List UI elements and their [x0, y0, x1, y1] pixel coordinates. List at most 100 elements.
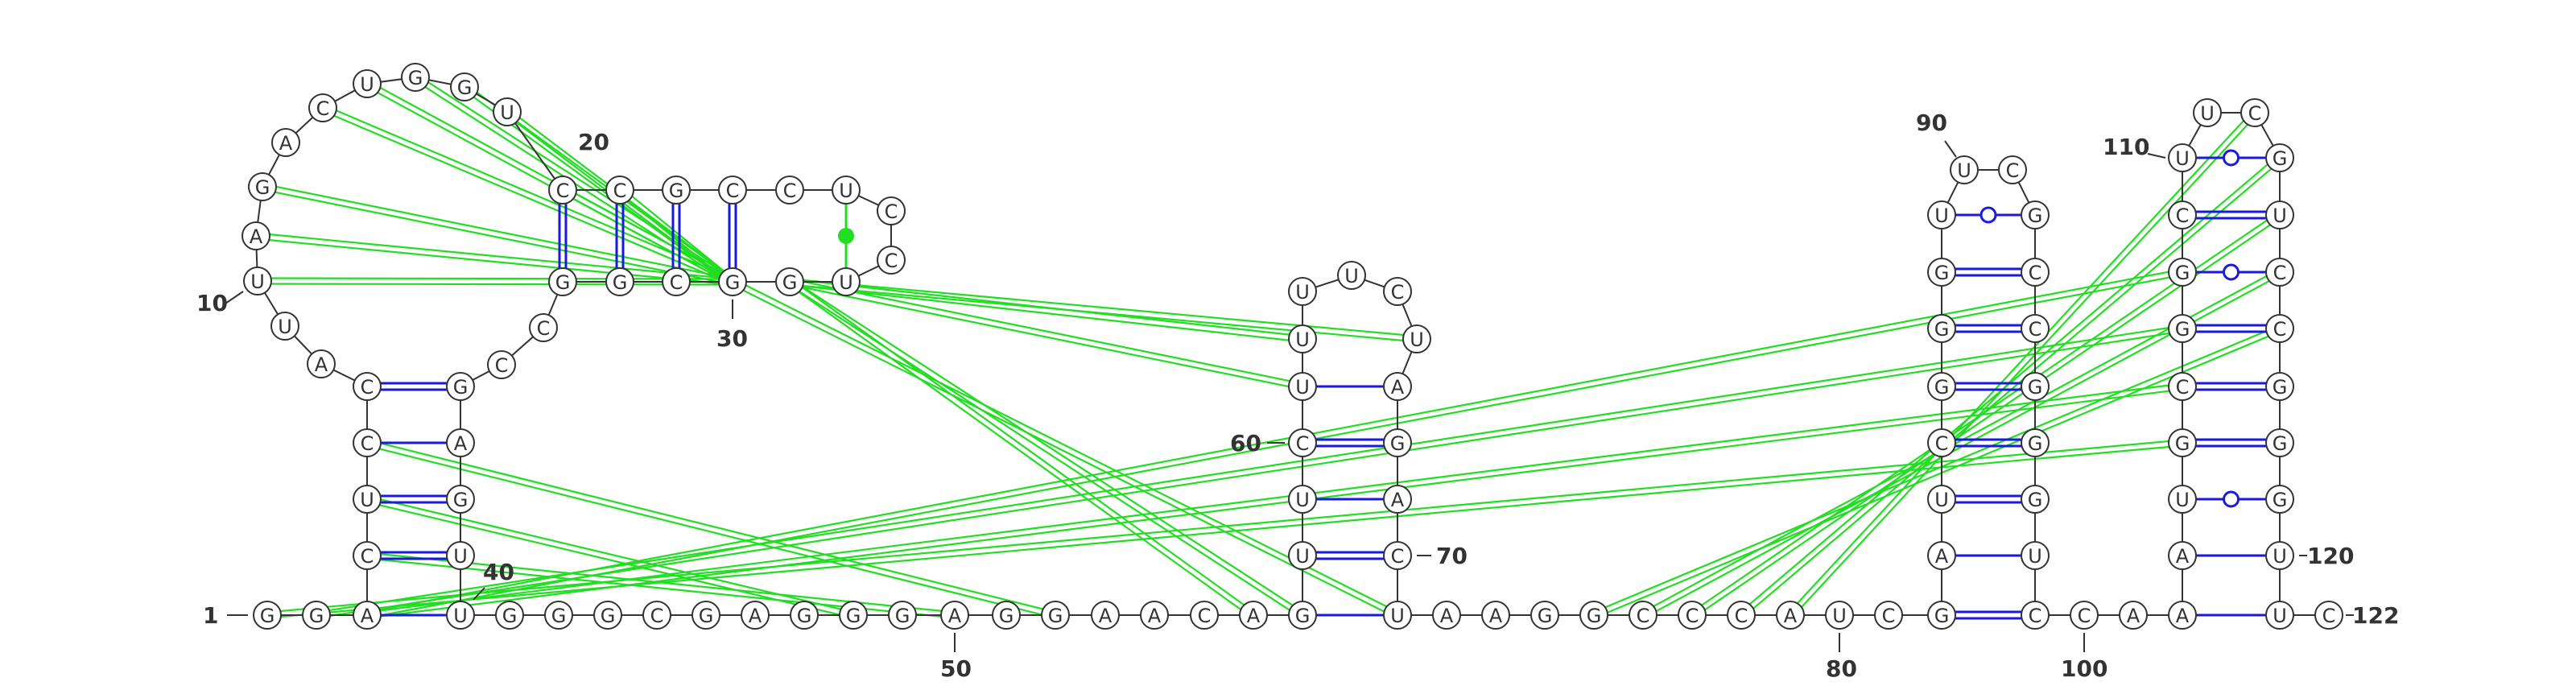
nucleotide-circle — [2168, 428, 2197, 457]
nucleotide-circle — [544, 601, 573, 630]
nucleotide-58: U — [1288, 541, 1317, 570]
nucleotide-76: C — [1629, 601, 1657, 630]
nucleotide-letter: A — [1148, 605, 1162, 627]
nucleotide-letter: C — [361, 432, 374, 455]
nucleotide-122: C — [2314, 601, 2343, 630]
nucleotide-19: C — [548, 176, 577, 205]
tertiary-interaction-line — [1594, 330, 2281, 619]
nucleotide-120: U — [2265, 541, 2294, 570]
nucleotide-letter: U — [1390, 605, 1405, 627]
nucleotide-circle — [2265, 541, 2294, 570]
nucleotide-68: G — [1383, 428, 1412, 457]
nucleotide-77: C — [1678, 601, 1707, 630]
nucleotide-circle — [302, 601, 331, 630]
nucleotide-29: G — [718, 267, 747, 296]
nucleotide-circle — [2265, 314, 2294, 343]
nucleotide-letter: A — [1440, 605, 1454, 627]
nucleotide-letter: U — [2175, 147, 2190, 170]
nucleotide-circle — [1998, 155, 2027, 184]
nucleotide-letter: A — [1489, 605, 1503, 627]
nucleotide-letter: A — [749, 605, 762, 627]
nucleotide-letter: G — [408, 67, 423, 89]
tertiary-interaction-line — [1592, 324, 2280, 614]
nucleotide-letter: C — [2029, 262, 2042, 284]
nucleotide-20: C — [605, 176, 634, 205]
nucleotide-circle — [2265, 428, 2294, 457]
nucleotide-letter: G — [2175, 432, 2190, 455]
tertiary-interaction-line — [366, 382, 2182, 614]
position-tick — [473, 587, 485, 601]
nucleotide-circle — [548, 176, 577, 205]
nucleotide-letter: C — [2273, 318, 2287, 341]
nucleotide-69: A — [1383, 485, 1412, 514]
nucleotide-circle — [605, 176, 634, 205]
nucleotide-letter: G — [895, 605, 910, 627]
nucleotide-circle — [353, 428, 382, 457]
nucleotide-circle — [1776, 601, 1805, 630]
position-label-90: 90 — [1916, 109, 1947, 136]
nucleotide-8: A — [307, 349, 336, 378]
nucleotide-circle — [1950, 155, 1979, 184]
nucleotide-89: U — [1927, 200, 1956, 229]
nucleotide-circle — [2265, 200, 2294, 229]
tertiary-interaction-line — [255, 238, 733, 286]
nucleotide-letter: C — [556, 180, 570, 202]
nucleotide-circle — [839, 601, 868, 630]
nucleotide-circle — [1383, 541, 1412, 570]
nucleotide-38: G — [446, 485, 475, 514]
nucleotide-74: G — [1530, 601, 1559, 630]
nucleotide-circle — [1383, 428, 1412, 457]
nucleotide-118: G — [2265, 428, 2294, 457]
nucleotide-letter: U — [1295, 281, 1310, 304]
nucleotide-18: U — [493, 97, 522, 126]
nucleotide-circle — [1288, 428, 1317, 457]
nucleotide-circle — [1927, 601, 1956, 630]
nucleotide-circle — [253, 601, 282, 630]
nucleotide-circle — [1288, 277, 1317, 306]
nucleotide-41: G — [495, 601, 524, 630]
nucleotide-circle — [2168, 541, 2197, 570]
nucleotide-circle — [1383, 601, 1412, 630]
nucleotide-circle — [2168, 601, 2197, 630]
nucleotide-82: G — [1927, 601, 1956, 630]
nucleotide-63: U — [1288, 277, 1317, 306]
nucleotide-letter: A — [2127, 605, 2140, 627]
nucleotide-circle — [1874, 601, 1903, 630]
nucleotide-circle — [2265, 485, 2294, 514]
nucleotide-17: G — [450, 72, 479, 101]
tertiary-interaction-line — [790, 278, 1418, 337]
nucleotide-letter: G — [846, 605, 861, 627]
nucleotide-letter: U — [1934, 489, 1949, 511]
tertiary-interaction-line — [617, 191, 732, 285]
position-label-30: 30 — [716, 325, 748, 352]
nucleotide-86: G — [1927, 372, 1956, 401]
nucleotide-circle — [493, 97, 522, 126]
nucleotide-10: U — [243, 266, 272, 295]
position-label-10: 10 — [196, 290, 228, 316]
tertiary-interaction-line — [791, 279, 1305, 614]
nucleotide-circle — [243, 266, 272, 295]
tertiary-interaction-line — [262, 188, 733, 286]
nucleotide-circle — [1432, 601, 1461, 630]
nucleotide-circle — [1927, 200, 1956, 229]
nucleotide-letter: G — [782, 271, 798, 294]
nucleotide-115: C — [2265, 258, 2294, 287]
nucleotide-circle — [307, 349, 336, 378]
nucleotide-33: C — [529, 313, 558, 342]
nucleotide-109: C — [2168, 200, 2197, 229]
nucleotide-circle — [401, 63, 430, 92]
position-label-122: 122 — [2352, 602, 2399, 629]
nucleotide-letter: G — [2175, 262, 2190, 284]
nucleotide-5: U — [353, 485, 382, 514]
nucleotide-letter: U — [839, 271, 853, 294]
nucleotide-circle — [1041, 601, 1070, 630]
nucleotide-circle — [1140, 601, 1169, 630]
nucleotide-9: U — [270, 312, 299, 341]
noncanonical-pair-symbol — [1979, 206, 1997, 224]
nucleotide-circle — [446, 428, 475, 457]
nucleotide-letter: U — [500, 101, 514, 124]
nucleotide-circle — [1927, 372, 1956, 401]
nucleotide-letter: C — [885, 250, 898, 272]
nucleotide-letter: G — [309, 605, 324, 627]
